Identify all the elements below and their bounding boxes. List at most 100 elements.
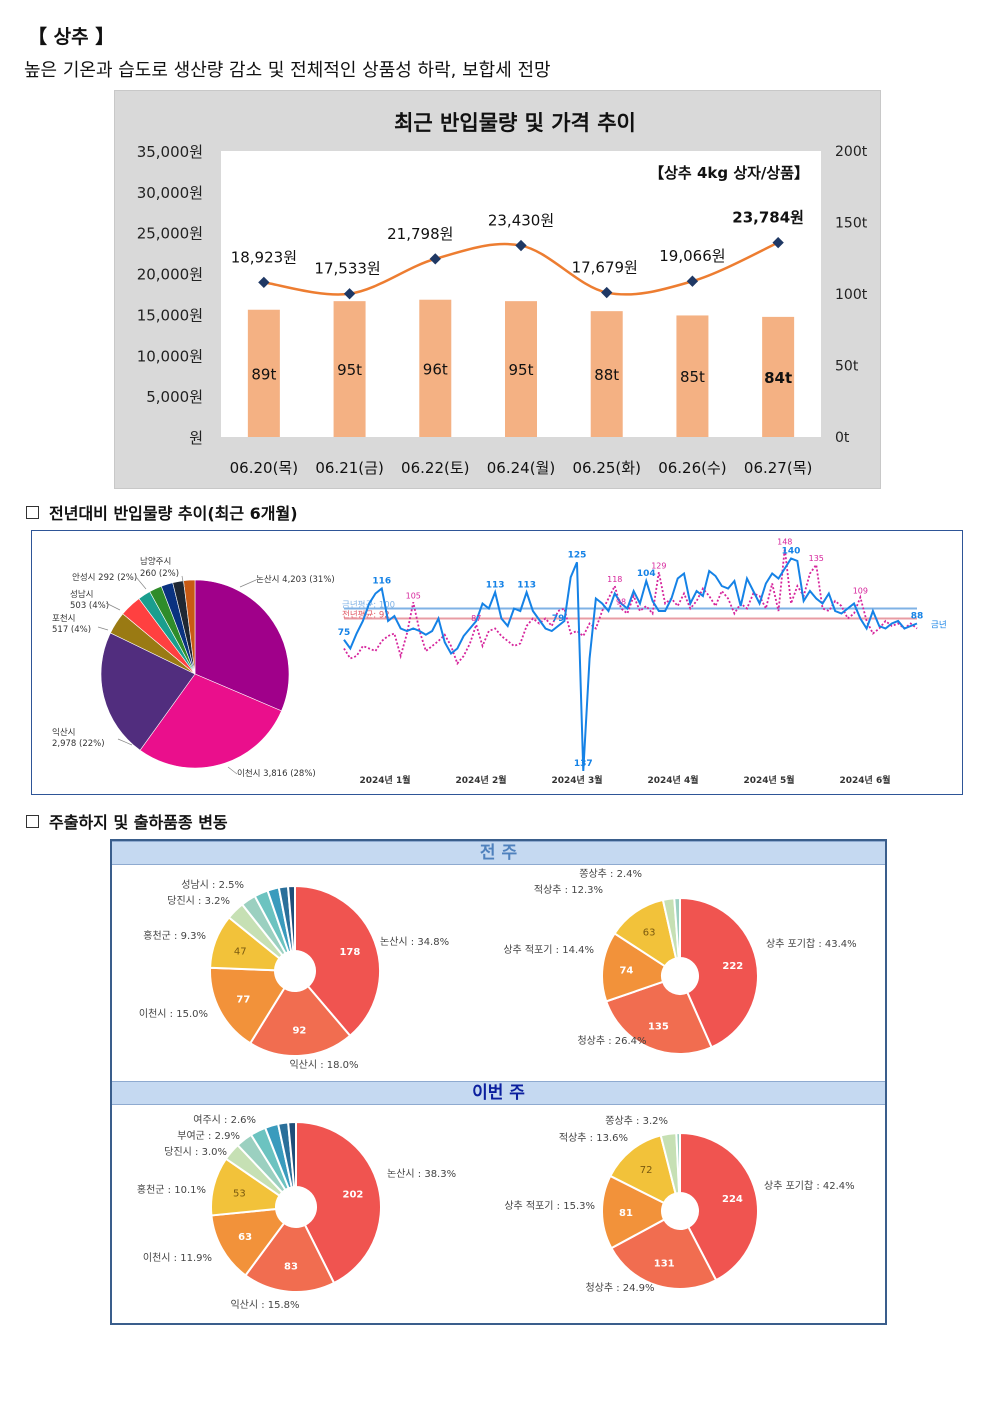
region-week1-value: 53 (233, 1188, 246, 1199)
variety-week1-value: 81 (619, 1208, 633, 1219)
left-axis-tick: 30,000원 (137, 184, 203, 202)
region-week0-label: 홍천군 : 9.3% (143, 929, 206, 942)
variety-week0-slice (604, 980, 713, 1055)
checkbox-square-icon (26, 815, 39, 828)
variety-week1-slice (675, 1131, 681, 1195)
region-week0-value: 92 (292, 1025, 306, 1036)
volume-label: 84t (764, 369, 792, 387)
variety-week1-slice (610, 1218, 718, 1290)
month-label: 2024년 2월 (455, 774, 506, 786)
variety-week0-value: 222 (722, 961, 743, 972)
unit-note: 【상추 4kg 상자/상품】 (649, 164, 809, 182)
variety-week1-label: 상추 포기찹 : 42.4% (764, 1180, 855, 1192)
variety-week1-label: 적상추 : 13.6% (559, 1132, 628, 1144)
volume-price-chart: 최근 반입물량 및 가격 추이 【상추 4kg 상자/상품】 35,000원 30,0… (137, 111, 868, 477)
volume-bar (505, 301, 537, 437)
region-week1-label: 당진시 : 3.0% (164, 1146, 227, 1158)
category-label: 06.25(화) (572, 459, 640, 477)
region-label: 2,978 (22%) (52, 739, 105, 749)
trend-section-heading: 전년대비 반입물량 추이(최근 6개월) (26, 500, 298, 524)
region-label: 논산시 4,203 (31%) (256, 574, 335, 585)
volume-label: 85t (680, 368, 705, 386)
leader-line (181, 575, 185, 588)
price-marker (343, 288, 356, 300)
variety-week1-value: 72 (640, 1165, 653, 1176)
current-peak-label: 116 (372, 577, 391, 587)
right-axis-tick: 200t (835, 144, 868, 160)
current-peak-label: 140 (782, 547, 801, 557)
region-week0-slice (286, 884, 296, 953)
region-label: 성남시 (70, 590, 93, 600)
previous-peak-label: 118 (607, 575, 622, 584)
section-subtitle: 높은 기온과 습도로 생산량 감소 및 전체적인 상품성 하락, 보합세 전망 (24, 60, 551, 81)
week-band-previous: 전 주 (112, 841, 885, 865)
right-axis-tick: 50t (835, 359, 859, 375)
region-week1-slice (210, 1157, 281, 1217)
leader-line (227, 766, 238, 775)
previous-peak-label: 129 (651, 561, 666, 570)
volume-label: 88t (594, 366, 619, 384)
region-week1-label: 익산시 : 15.8% (230, 1299, 299, 1311)
region-week0-label: 이천시 : 15.0% (139, 1008, 208, 1020)
current-peak-label: 79 (552, 614, 565, 624)
region-week0-label: 익산시 : 18.0% (289, 1059, 358, 1071)
volume-bar (333, 301, 366, 437)
week-band-current: 이번 주 (112, 1081, 885, 1105)
previous-peak-label: 109 (853, 586, 868, 595)
variety-week0-label: 상추 적포기 : 14.4% (503, 944, 594, 956)
chart-title: 최근 반입물량 및 가격 추이 (394, 111, 636, 135)
volume-bar (762, 316, 795, 437)
left-axis-tick: 15,000원 (137, 306, 203, 324)
region-week1-label: 이천시 : 11.9% (143, 1252, 212, 1264)
price-label: 23,430원 (488, 212, 554, 230)
region-slice (139, 673, 282, 769)
left-axis-tick: 5,000원 (146, 388, 203, 406)
region-label: 503 (4%) (70, 601, 109, 611)
price-marker (429, 253, 441, 265)
month-label: 2024년 1월 (359, 774, 410, 786)
region-week1-slice (244, 1221, 336, 1293)
variety-week0-label: 쫑상추 : 2.4% (579, 868, 642, 880)
previous-year-line (343, 548, 918, 666)
volume-label: 96t (423, 360, 448, 378)
price-label: 21,798원 (387, 225, 453, 243)
left-axis-tick: 25,000원 (137, 225, 203, 243)
region-week0-label: 성남시 : 2.5% (181, 879, 244, 891)
region-label: 남양주시 (140, 556, 171, 567)
region-week1-label: 여주시 : 2.6% (193, 1114, 256, 1126)
volume-label: 95t (337, 361, 362, 379)
price-label: 18,923원 (231, 248, 297, 266)
variety-week0-slice (613, 898, 678, 968)
region-week1-label: 홍천군 : 10.1% (137, 1183, 206, 1196)
month-label: 2024년 4월 (647, 774, 698, 786)
current-peak-label: 125 (568, 550, 587, 560)
left-axis-tick: 10,000원 (137, 347, 203, 365)
price-label: 19,066원 (659, 247, 725, 265)
shipment-section-heading-text: 주출하지 및 출하품종 변동 (49, 813, 228, 832)
previous-peak-label: 135 (809, 554, 824, 563)
region-label: 익산시 (52, 727, 75, 738)
volume-bar (676, 315, 709, 437)
price-marker (601, 286, 613, 299)
category-label: 06.27(목) (744, 459, 812, 477)
right-axis-tick: 100t (835, 287, 868, 303)
category-label: 06.20(목) (230, 459, 298, 477)
region-week1-slice (287, 1120, 297, 1189)
shipment-section-heading: 주출하지 및 출하품종 변동 (26, 809, 228, 833)
category-label: 06.26(수) (658, 459, 726, 477)
variety-week0-slice (601, 932, 667, 1003)
region-week0-label: 논산시 : 34.8% (380, 936, 449, 948)
region-week1-slice (210, 1207, 286, 1277)
current-week-pies: 202 83 63 53 논산시 : 38.3% 익산시 : 15.8% 이천시 : 11.… (137, 1114, 855, 1311)
trend-chart-panel: 논산시 4,203 (31%) 이천시 3,816 (28%) 익산시 2,978 (… (31, 530, 963, 795)
region-slice (194, 579, 290, 712)
variety-week0-value: 63 (643, 928, 656, 939)
variety-week1-slice (679, 1131, 759, 1282)
month-label: 2024년 5월 (743, 774, 794, 786)
left-axis-tick: 20,000원 (137, 266, 203, 284)
month-label: 2024년 6월 (839, 774, 890, 786)
volume-bar (590, 311, 623, 437)
leader-line (105, 602, 121, 611)
category-label: 06.21(금) (315, 459, 383, 477)
category-label: 06.22(토) (401, 459, 469, 477)
